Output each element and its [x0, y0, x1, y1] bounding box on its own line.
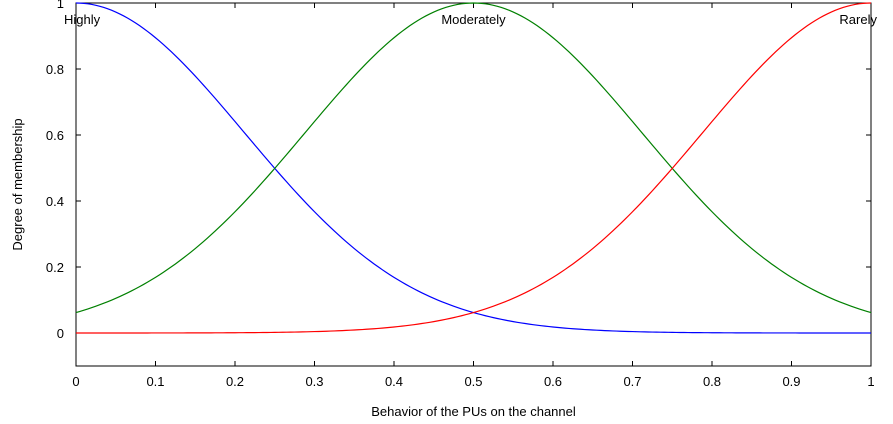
series-label-highly: Highly [64, 12, 101, 27]
x-tick-label: 0.7 [623, 374, 641, 389]
x-tick-label: 0.3 [305, 374, 323, 389]
x-tick-label: 0.1 [146, 374, 164, 389]
x-tick-label: 0.4 [385, 374, 403, 389]
y-tick-label: 0.4 [46, 194, 64, 209]
series-line-highly [75, 2, 872, 334]
tick-group: 0 0.1 0.2 0.3 0.4 0.5 0.6 0.7 0.8 0.9 1 0 0.2 0.4 0.6 0… [46, 0, 875, 389]
x-tick-label: 0.9 [782, 374, 800, 389]
plot-area [75, 2, 872, 367]
x-tick-label: 0.6 [544, 374, 562, 389]
x-axis-label: Behavior of the PUs on the channel [371, 404, 576, 419]
x-tick-label: 0.5 [464, 374, 482, 389]
x-tick-label: 1 [867, 374, 874, 389]
y-tick-label: 1 [57, 0, 64, 11]
y-axis-label: Degree of membership [10, 118, 25, 250]
x-tick-label: 0.8 [703, 374, 721, 389]
series-group [75, 2, 872, 334]
y-tick-label: 0.6 [46, 128, 64, 143]
x-tick-label: 0.2 [226, 374, 244, 389]
x-tick-label: 0 [72, 374, 79, 389]
y-tick-label: 0 [57, 326, 64, 341]
series-label-moderately: Moderately [441, 12, 506, 27]
y-tick-label: 0.8 [46, 62, 64, 77]
series-line-moderately [75, 2, 872, 314]
y-tick-label: 0.2 [46, 260, 64, 275]
series-line-rarely [75, 2, 872, 334]
series-label-group: Highly Moderately Rarely [64, 12, 877, 27]
series-label-rarely: Rarely [839, 12, 877, 27]
